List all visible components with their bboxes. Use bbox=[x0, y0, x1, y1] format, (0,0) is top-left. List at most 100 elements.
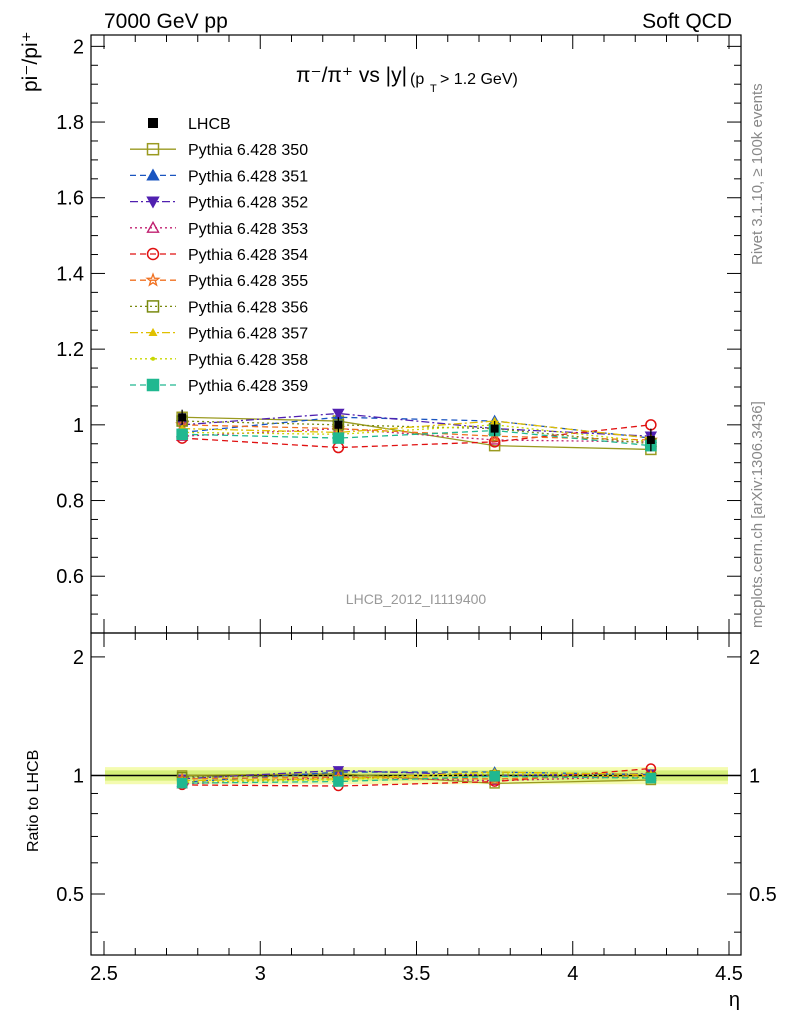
legend-label: Pythia 6.428 353 bbox=[188, 221, 308, 238]
ratio-frame bbox=[90, 632, 742, 956]
title-sub: (p bbox=[410, 71, 424, 88]
legend-entry: Pythia 6.428 356 bbox=[130, 299, 308, 316]
series-point bbox=[488, 436, 501, 448]
ratio-y-axis-label: Ratio to LHCB bbox=[25, 750, 42, 852]
title-sub-t: T bbox=[430, 83, 437, 95]
series-351 bbox=[175, 410, 658, 443]
legend-label: LHCB bbox=[188, 116, 231, 133]
series-line bbox=[182, 420, 651, 439]
legend-label: Pythia 6.428 350 bbox=[188, 142, 308, 159]
data-point bbox=[646, 435, 655, 444]
y-tick-label: 1.4 bbox=[56, 263, 84, 285]
legend-entry: Pythia 6.428 352 bbox=[130, 195, 308, 212]
mcplots-label: mcplots.cern.ch [arXiv:1306.3436] bbox=[749, 401, 766, 628]
series-line bbox=[182, 427, 651, 443]
ratio-series-point bbox=[176, 777, 188, 789]
y-tick-label: 1 bbox=[73, 415, 84, 437]
legend-entry: Pythia 6.428 359 bbox=[130, 378, 308, 395]
y-tick-label: 2 bbox=[73, 36, 84, 58]
ratio-panel: 2.5 3 3.5 4 4.5 0.5 0.5 1 1 2 2 bbox=[56, 632, 777, 985]
y-tick-label: 0.8 bbox=[56, 491, 84, 513]
series-line bbox=[182, 416, 651, 451]
legend-label: Pythia 6.428 357 bbox=[188, 326, 308, 343]
series-point bbox=[176, 428, 188, 441]
legend-label: Pythia 6.428 351 bbox=[188, 168, 308, 185]
legend-marker bbox=[146, 196, 160, 209]
legend-label: Pythia 6.428 352 bbox=[188, 195, 308, 212]
legend-label: Pythia 6.428 359 bbox=[188, 378, 308, 395]
x-tick-label: 2.5 bbox=[90, 963, 118, 985]
main-panel: 0.6 0.8 1 1.2 1.4 1.6 1.8 2 bbox=[56, 34, 742, 634]
legend-entry: Pythia 6.428 357 bbox=[130, 326, 308, 343]
x-tick-label: 4 bbox=[567, 963, 578, 985]
ratio-y-tick-label-right: 0.5 bbox=[749, 884, 777, 906]
legend-marker bbox=[145, 272, 161, 287]
series-point bbox=[332, 408, 345, 420]
legend-entry: Pythia 6.428 351 bbox=[130, 168, 308, 185]
y-tick-label: 1.8 bbox=[56, 112, 84, 134]
legend-marker bbox=[146, 142, 160, 156]
legend-marker bbox=[148, 327, 158, 336]
series-line bbox=[182, 424, 651, 443]
rivet-label: Rivet 3.1.10, ≥ 100k events bbox=[749, 83, 766, 265]
y-tick-label: 1.2 bbox=[56, 339, 84, 361]
data-point bbox=[490, 424, 499, 433]
legend-marker bbox=[151, 356, 155, 361]
data-point bbox=[178, 413, 187, 422]
series-line bbox=[182, 412, 651, 437]
legend-marker bbox=[146, 378, 160, 392]
ratio-series-line bbox=[182, 773, 651, 783]
ratio-y-tick-label-right: 1 bbox=[749, 765, 760, 787]
title-sub-cut: > 1.2 GeV) bbox=[440, 71, 518, 88]
legend-label: Pythia 6.428 355 bbox=[188, 273, 308, 290]
ratio-y-tick-label: 0.5 bbox=[56, 884, 84, 906]
y-axis-label: pi⁻/pi⁺ bbox=[19, 31, 42, 92]
legend-marker bbox=[146, 168, 160, 181]
data-point bbox=[334, 420, 343, 429]
y-tick-label: 1.6 bbox=[56, 188, 84, 210]
analysis-watermark: LHCB_2012_I1119400 bbox=[346, 591, 487, 607]
chart-title: π⁻/π⁺ vs |y| (p T > 1.2 GeV) bbox=[296, 64, 518, 95]
legend: LHCB Pythia 6.428 350 Pythia 6.428 351 Pyth… bbox=[130, 116, 308, 395]
series-point bbox=[332, 432, 345, 444]
legend-marker bbox=[146, 220, 160, 233]
x-axis-label: η bbox=[729, 989, 740, 1011]
legend-marker bbox=[146, 247, 160, 261]
legend-marker bbox=[146, 300, 160, 313]
legend-entry: Pythia 6.428 350 bbox=[130, 142, 308, 159]
data-series-lhcb bbox=[178, 409, 655, 452]
header-right: Soft QCD bbox=[642, 10, 732, 33]
series-352 bbox=[175, 408, 658, 443]
ratio-series-line bbox=[182, 775, 651, 784]
ratio-series-line bbox=[182, 775, 651, 785]
legend-entry: Pythia 6.428 353 bbox=[130, 221, 308, 238]
ratio-series-359 bbox=[176, 771, 657, 789]
y-tick-label: 0.6 bbox=[56, 566, 84, 588]
ratio-series-point bbox=[645, 772, 657, 784]
series-line bbox=[182, 429, 651, 447]
legend-label: Pythia 6.428 358 bbox=[188, 352, 308, 369]
legend-marker bbox=[148, 118, 158, 128]
ratio-y-tick-label-right: 2 bbox=[749, 647, 760, 669]
series-line bbox=[182, 420, 651, 445]
legend-entry: LHCB bbox=[148, 116, 231, 133]
ratio-series-line bbox=[182, 771, 651, 782]
ratio-y-tick-label: 1 bbox=[73, 765, 84, 787]
legend-label: Pythia 6.428 354 bbox=[188, 247, 308, 264]
ratio-series-point bbox=[489, 771, 500, 782]
x-tick-label: 4.5 bbox=[715, 963, 743, 985]
x-tick-label: 3.5 bbox=[403, 963, 431, 985]
legend-label: Pythia 6.428 356 bbox=[188, 299, 308, 316]
x-tick-label: 3 bbox=[255, 963, 266, 985]
legend-entry: Pythia 6.428 354 bbox=[130, 247, 308, 264]
series-point bbox=[488, 439, 501, 452]
ratio-series-line bbox=[182, 774, 651, 778]
ratio-series-point bbox=[333, 776, 344, 787]
legend-entry: Pythia 6.428 355 bbox=[130, 272, 308, 290]
ratio-y-tick-label: 2 bbox=[73, 647, 84, 669]
series-line bbox=[182, 416, 651, 439]
legend-entry: Pythia 6.428 358 bbox=[130, 352, 308, 369]
title-main: π⁻/π⁺ vs |y| bbox=[296, 64, 407, 87]
header-left: 7000 GeV pp bbox=[104, 10, 228, 33]
